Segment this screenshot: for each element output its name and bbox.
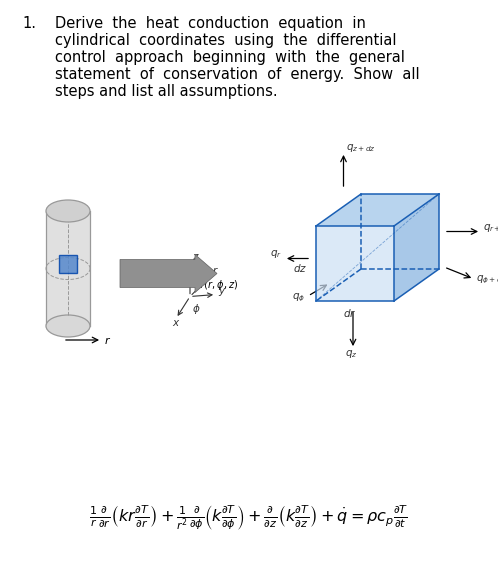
Text: $dz$: $dz$ xyxy=(293,261,307,273)
Text: $r$: $r$ xyxy=(104,335,111,345)
Text: cylindrical  coordinates  using  the  differential: cylindrical coordinates using the differ… xyxy=(55,33,396,48)
Text: $q_{z+dz}$: $q_{z+dz}$ xyxy=(347,142,376,154)
Text: $rd\phi$: $rd\phi$ xyxy=(349,208,369,222)
Text: $\phi$: $\phi$ xyxy=(192,302,201,316)
Text: $q_r$: $q_r$ xyxy=(270,248,282,260)
Text: $T(r,\phi,z)$: $T(r,\phi,z)$ xyxy=(198,278,238,293)
Ellipse shape xyxy=(46,315,90,337)
Text: $r$: $r$ xyxy=(212,264,219,276)
Text: $\frac{1}{r}\frac{\partial}{\partial r}\left(kr\frac{\partial T}{\partial r}\rig: $\frac{1}{r}\frac{\partial}{\partial r}\… xyxy=(89,504,409,533)
Bar xyxy=(59,255,77,272)
FancyArrow shape xyxy=(120,255,217,293)
Text: control  approach  beginning  with  the  general: control approach beginning with the gene… xyxy=(55,50,405,65)
Text: $x$: $x$ xyxy=(172,319,180,328)
Text: $dr$: $dr$ xyxy=(343,307,357,319)
Bar xyxy=(46,211,90,326)
Text: $q_{r+dr}$: $q_{r+dr}$ xyxy=(483,221,498,234)
Text: $z$: $z$ xyxy=(192,252,200,263)
Text: $q_z$: $q_z$ xyxy=(345,348,358,360)
Text: 1.: 1. xyxy=(22,16,36,31)
Text: steps and list all assumptions.: steps and list all assumptions. xyxy=(55,84,277,99)
Polygon shape xyxy=(316,226,394,301)
Text: statement  of  conservation  of  energy.  Show  all: statement of conservation of energy. Sho… xyxy=(55,67,420,82)
Ellipse shape xyxy=(46,200,90,222)
Text: $y$: $y$ xyxy=(218,286,227,298)
Text: $q_\phi$: $q_\phi$ xyxy=(292,291,305,304)
Polygon shape xyxy=(394,194,439,301)
Text: Derive  the  heat  conduction  equation  in: Derive the heat conduction equation in xyxy=(55,16,366,31)
Text: $q_{\phi+d\phi}$: $q_{\phi+d\phi}$ xyxy=(476,273,498,286)
Polygon shape xyxy=(316,194,439,226)
